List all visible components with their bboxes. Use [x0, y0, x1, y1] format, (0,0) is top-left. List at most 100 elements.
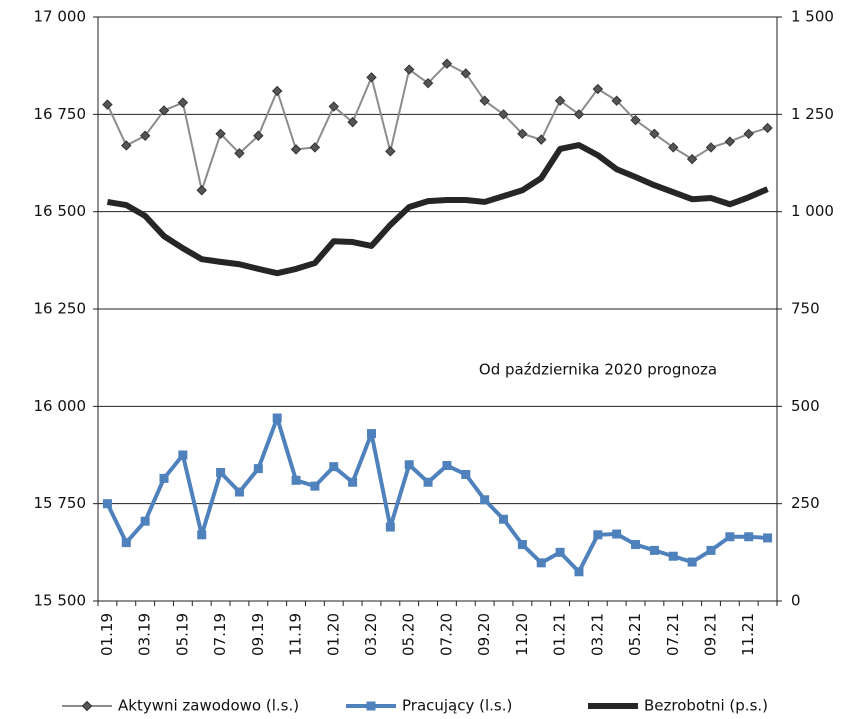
y-tick-label: 15 500	[34, 592, 87, 610]
data-point	[479, 95, 490, 106]
x-tick-label: 03.19	[136, 613, 154, 656]
data-point	[140, 516, 150, 526]
data-point	[253, 464, 263, 474]
data-point	[631, 540, 641, 550]
x-tick-label: 07.19	[211, 613, 229, 656]
data-point	[536, 134, 547, 145]
data-point	[310, 481, 320, 491]
data-point	[649, 128, 660, 140]
data-point	[291, 475, 301, 485]
series-line	[106, 62, 768, 192]
data-point	[216, 468, 226, 478]
data-point	[460, 68, 471, 79]
data-point	[178, 450, 188, 460]
data-point	[687, 557, 697, 567]
data-point	[158, 105, 170, 116]
data-point	[592, 83, 604, 95]
data-point	[612, 529, 622, 539]
data-point	[706, 545, 716, 555]
data-point	[366, 72, 377, 83]
y-tick-label: 16 750	[34, 105, 87, 123]
data-point	[329, 462, 339, 472]
x-tick-label: 11.21	[739, 613, 757, 656]
data-point	[668, 142, 679, 153]
data-point	[385, 522, 395, 532]
series-line	[105, 416, 768, 574]
data-point	[574, 567, 584, 577]
y2-tick-label: 1 000	[791, 202, 834, 220]
data-point	[480, 495, 490, 505]
x-tick-label: 11.19	[287, 613, 305, 656]
legend-marker	[81, 700, 93, 712]
data-point	[177, 97, 189, 108]
data-point	[121, 538, 131, 548]
data-point	[102, 499, 112, 509]
data-point	[763, 533, 773, 543]
data-point	[197, 530, 207, 540]
x-tick-label: 01.20	[324, 613, 342, 656]
data-point	[385, 146, 396, 157]
data-point	[121, 140, 132, 151]
legend-label: Pracujący (l.s.)	[402, 697, 512, 715]
x-tick-label: 09.20	[475, 613, 493, 656]
legend-label: Aktywni zawodowo (l.s.)	[118, 697, 299, 715]
data-point	[366, 429, 376, 439]
y2-tick-label: 500	[791, 397, 820, 415]
data-point	[290, 144, 302, 155]
data-point	[102, 99, 113, 110]
y2-tick-label: 250	[791, 494, 820, 512]
x-tick-label: 07.21	[664, 613, 682, 656]
data-point	[536, 558, 546, 568]
data-point	[611, 95, 622, 106]
x-tick-label: 05.20	[400, 613, 418, 656]
data-point	[744, 532, 754, 542]
data-point	[328, 101, 339, 112]
data-point	[422, 77, 434, 89]
data-point	[272, 413, 282, 423]
data-point	[762, 122, 773, 134]
data-point	[404, 64, 415, 75]
y2-tick-label: 0	[791, 592, 801, 610]
y-tick-label: 15 750	[34, 494, 87, 512]
data-point	[139, 130, 151, 141]
x-tick-label: 09.19	[249, 613, 267, 656]
data-point	[348, 477, 358, 487]
x-tick-label: 05.21	[626, 613, 644, 656]
data-point	[234, 148, 245, 159]
x-tick-label: 03.21	[588, 613, 606, 656]
x-tick-label: 01.21	[551, 613, 569, 656]
y2-tick-label: 1 250	[791, 105, 834, 123]
data-point	[555, 547, 565, 557]
data-point	[498, 109, 509, 120]
legend-label: Bezrobotni (p.s.)	[644, 697, 768, 715]
x-tick-label: 07.20	[437, 613, 455, 656]
data-point	[743, 128, 754, 140]
data-point	[724, 136, 736, 147]
x-tick-label: 01.19	[98, 613, 116, 656]
data-point	[309, 142, 321, 153]
data-point	[649, 545, 659, 555]
data-point	[234, 487, 244, 497]
data-point	[347, 116, 358, 128]
y2-tick-label: 750	[791, 300, 820, 318]
x-tick-label: 03.20	[362, 613, 380, 656]
data-point	[725, 532, 735, 542]
data-point	[668, 551, 678, 561]
data-point	[593, 530, 603, 540]
data-point	[442, 461, 452, 471]
legend-marker	[366, 701, 376, 711]
data-point	[423, 477, 433, 487]
data-point	[441, 58, 453, 69]
data-point	[517, 540, 527, 550]
y-tick-label: 16 250	[34, 300, 87, 318]
data-point	[404, 460, 414, 470]
y2-tick-label: 1 500	[791, 8, 834, 26]
data-point	[517, 128, 528, 140]
data-point	[705, 142, 717, 153]
series-line	[106, 142, 769, 277]
data-point	[686, 153, 698, 165]
data-point	[573, 109, 585, 120]
y-tick-label: 16 500	[34, 202, 87, 220]
